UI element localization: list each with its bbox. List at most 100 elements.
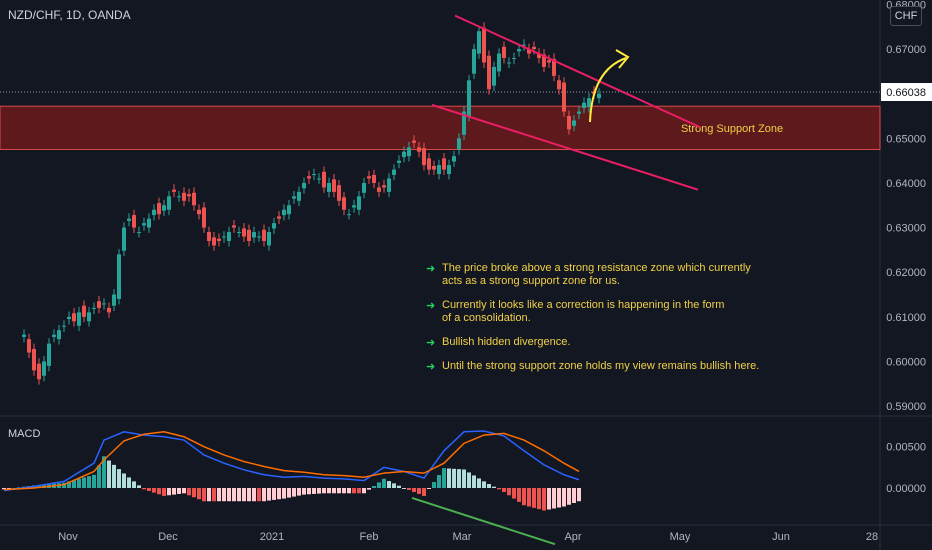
currency-button[interactable]: CHF <box>890 6 922 26</box>
candle-body <box>337 185 341 201</box>
macd-histogram-bar <box>477 478 481 488</box>
time-tick-label: Feb <box>360 531 379 543</box>
macd-histogram-bar <box>147 488 151 491</box>
candle-body <box>422 148 426 166</box>
macd-histogram-bar <box>437 475 441 488</box>
candle-body <box>252 232 256 238</box>
candle-body <box>287 205 291 215</box>
time-tick-label: Jun <box>772 531 790 543</box>
candle-body <box>37 363 41 380</box>
candle-body <box>432 166 436 170</box>
macd-histogram-bar <box>112 464 116 488</box>
note-text: Bullish hidden divergence. <box>442 336 571 348</box>
candle-body <box>277 216 281 219</box>
macd-histogram-bar <box>527 488 531 507</box>
candle-body <box>267 232 271 246</box>
macd-histogram-bar <box>392 483 396 488</box>
candle-body <box>62 325 66 327</box>
time-tick-label: Dec <box>158 531 178 543</box>
candle-body <box>522 44 526 46</box>
macd-histogram-bar <box>567 488 571 505</box>
candle-body <box>52 334 56 337</box>
macd-histogram-bar <box>382 478 386 488</box>
candle-body <box>352 205 356 208</box>
macd-histogram-bar <box>217 488 221 502</box>
candle-body <box>507 62 511 64</box>
candle-body <box>182 192 186 201</box>
macd-histogram-bar <box>507 488 511 496</box>
candle-body <box>537 53 541 59</box>
green-arrow-icon: ➜ <box>426 337 436 349</box>
macd-histogram-bar <box>292 488 296 497</box>
candle-body <box>552 58 556 76</box>
signal-line <box>3 431 580 491</box>
candle-body <box>347 214 351 216</box>
macd-histogram-bar <box>2 488 6 490</box>
macd-histogram-bar <box>407 488 411 490</box>
macd-histogram-bar <box>372 486 376 488</box>
macd-histogram-bar <box>537 488 541 510</box>
macd-histogram-bar <box>352 488 356 494</box>
price-tick-label: 0.63000 <box>886 223 926 235</box>
time-tick-label: May <box>670 531 691 543</box>
candle-body <box>127 218 131 221</box>
candle-body <box>192 192 196 206</box>
macd-histogram-bar <box>82 477 86 488</box>
channel-upper-line <box>454 14 701 129</box>
macd-histogram-bar <box>202 488 206 502</box>
candle-body <box>257 236 261 238</box>
macd-histogram-bar <box>412 488 416 492</box>
macd-histogram-bar <box>357 488 361 494</box>
candle-body <box>587 98 591 108</box>
price-tick-label: 0.62000 <box>886 267 926 279</box>
candle-body <box>222 236 226 238</box>
candle-body <box>152 209 156 216</box>
macd-histogram-bar <box>462 469 466 488</box>
projection-arrow <box>589 57 627 123</box>
candle-body <box>57 330 61 340</box>
channel-lower-line <box>431 103 699 191</box>
macd-histogram-bar <box>497 488 501 490</box>
macd-histogram-bar <box>222 488 226 502</box>
macd-histogram-bar <box>187 488 191 496</box>
macd-histogram-bar <box>522 488 526 506</box>
candle-body <box>82 305 86 317</box>
candle-body <box>342 197 346 210</box>
macd-histogram-bar <box>492 486 496 488</box>
candle-body <box>487 55 491 90</box>
price-tick-label: 0.67000 <box>886 44 926 56</box>
candle-body <box>202 207 206 228</box>
macd-histogram-bar <box>467 472 471 488</box>
candle-body <box>597 93 601 99</box>
candle-body <box>112 294 116 306</box>
note-text: Currently it looks like a correction is … <box>442 299 725 324</box>
macd-histogram-bar <box>117 469 121 488</box>
macd-histogram-bar <box>472 475 476 488</box>
candle-body <box>377 187 381 192</box>
macd-histogram-bar <box>547 488 551 510</box>
candle-body <box>212 237 216 246</box>
macd-histogram-bar <box>97 465 101 488</box>
candle-body <box>72 313 76 322</box>
candle-body <box>392 169 396 175</box>
macd-histogram-bar <box>367 488 371 490</box>
macd-histogram-bar <box>137 485 141 488</box>
candle-body <box>117 254 121 299</box>
macd-histogram-bar <box>307 488 311 495</box>
macd-histogram-bar <box>377 482 381 488</box>
macd-histogram-bar <box>162 488 166 496</box>
time-tick-label: Mar <box>453 531 472 543</box>
macd-line <box>3 430 580 492</box>
time-tick-label: Nov <box>58 531 78 543</box>
candle-body <box>542 54 546 67</box>
candle-body <box>237 232 241 234</box>
macd-histogram-bar <box>282 488 286 499</box>
candle-body <box>322 171 326 188</box>
macd-histogram-bar <box>72 480 76 488</box>
macd-histogram-bar <box>247 488 251 502</box>
macd-histogram-bar <box>422 488 426 496</box>
candle-body <box>77 312 81 326</box>
time-tick-label: 28 <box>866 531 878 543</box>
macd-histogram-bar <box>242 488 246 502</box>
